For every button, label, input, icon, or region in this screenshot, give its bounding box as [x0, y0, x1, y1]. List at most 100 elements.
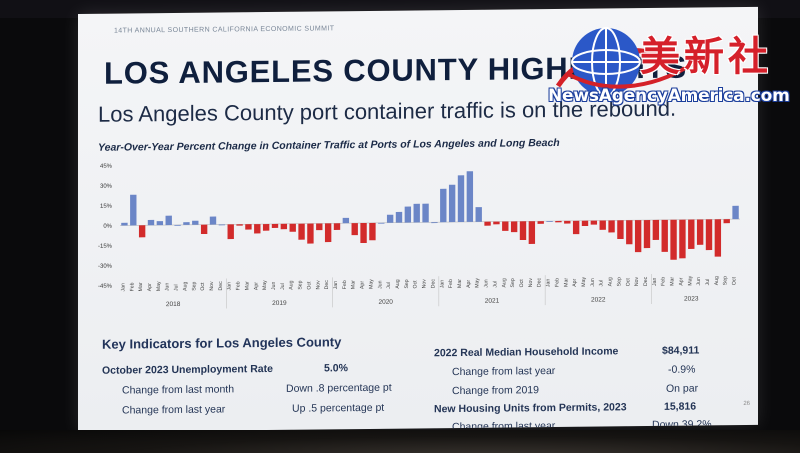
chart-bar [466, 171, 474, 222]
chart-bar [519, 221, 527, 241]
x-tick-label: Sep [298, 280, 304, 289]
page-number: 26 [743, 400, 750, 408]
chart-bar [732, 205, 739, 220]
chart-bar [200, 224, 208, 235]
chart-bar [696, 219, 704, 245]
x-tick-label: Nov [315, 280, 321, 290]
year-label: 2018 [166, 301, 181, 308]
x-tick-label: Jan [227, 282, 233, 291]
chart-bar [280, 223, 288, 230]
y-tick-label: -15% [98, 244, 113, 250]
x-tick-label: May [156, 281, 162, 291]
chart-bar [590, 220, 598, 225]
chart-bar [262, 223, 270, 231]
x-tick-label: Sep [191, 281, 197, 290]
chart-bar [192, 220, 199, 225]
chart-bar [342, 217, 350, 224]
x-tick-label: Apr [360, 281, 366, 289]
x-tick-label: Feb [661, 277, 667, 286]
chart-bar [448, 184, 456, 223]
x-tick-label: Aug [289, 280, 295, 289]
x-tick-label: Mar [138, 282, 144, 291]
x-tick-label: Nov [209, 281, 215, 291]
x-tick-label: Feb [236, 281, 242, 290]
y-tick-label: 0% [103, 224, 112, 230]
x-tick-label: Apr [466, 280, 472, 288]
x-tick-label: Jun [377, 280, 383, 289]
unemployment-year-label: Change from last year [122, 403, 226, 417]
x-tick-label: Jan [439, 280, 445, 289]
chart-bar [457, 175, 465, 223]
chart-bar [431, 222, 438, 224]
chart-bar [307, 223, 314, 244]
chart-bar [298, 223, 305, 240]
x-tick-label: Oct [625, 278, 631, 287]
x-tick-label: May [581, 276, 587, 286]
indicators-title: Key Indicators for Los Angeles County [102, 334, 342, 352]
chart-bar [183, 222, 190, 225]
chart-bar [422, 203, 429, 223]
chart-bar [209, 216, 217, 225]
chart-bar [121, 222, 128, 226]
x-tick-label: Mar [670, 277, 676, 286]
year-label: 2019 [272, 300, 287, 307]
x-tick-label: Oct [200, 282, 206, 291]
x-tick-label: Feb [342, 280, 348, 289]
chart-bar [369, 222, 376, 241]
x-tick-label: Jan [333, 281, 339, 290]
chart-bar [510, 221, 518, 233]
x-tick-label: Sep [723, 276, 729, 285]
chart-bar [289, 223, 296, 232]
x-tick-label: Jul [705, 279, 711, 286]
x-tick-label: Dec [537, 278, 543, 288]
chart-bar [218, 224, 226, 226]
x-tick-label: Aug [395, 279, 401, 288]
chart-bar [723, 219, 730, 224]
y-tick-label: -45% [98, 284, 113, 290]
chart-bar [502, 221, 509, 231]
x-tick-label: Jun [696, 277, 702, 286]
x-tick-label: Dec [218, 281, 224, 291]
watermark-cjk-text: 美新社 [640, 33, 772, 80]
x-tick-label: Aug [182, 281, 188, 290]
chart-bar [351, 223, 358, 236]
x-tick-label: Jul [492, 281, 498, 288]
chart-bar [440, 188, 447, 223]
x-tick-label: Jul [599, 280, 605, 287]
chart-bar [555, 220, 562, 223]
chart-bar [333, 223, 341, 230]
chart-bar [236, 224, 243, 226]
x-tick-label: Jan [652, 277, 658, 286]
chart-bar [581, 220, 589, 227]
chart-bar [493, 221, 500, 225]
unemployment-month-label: Change from last month [122, 383, 235, 397]
chart-bar [634, 220, 642, 253]
chart-bar [227, 224, 234, 240]
chart-bar [652, 219, 660, 240]
x-tick-label: Jun [484, 279, 490, 288]
income-value: $84,911 [662, 344, 700, 357]
x-tick-label: Mar [244, 281, 250, 290]
x-tick-label: Jun [271, 281, 277, 290]
presentation-slide: 14TH ANNUAL SOUTHERN CALIFORNIA ECONOMIC… [78, 6, 758, 433]
year-label: 2021 [485, 298, 500, 305]
x-tick-label: Nov [634, 276, 640, 286]
x-tick-label: Oct [306, 281, 312, 290]
y-tick-label: -30% [98, 264, 113, 270]
chart-bar [484, 221, 491, 226]
chart-bar [174, 224, 181, 226]
x-tick-label: Oct [519, 279, 525, 288]
income-year-label: Change from last year [452, 365, 556, 379]
x-tick-label: May [262, 280, 268, 290]
unemployment-year-value: Up .5 percentage pt [292, 401, 385, 415]
x-tick-label: Oct [732, 276, 738, 285]
chart-bar [661, 219, 668, 252]
income-2019-label: Change from 2019 [452, 384, 539, 398]
x-tick-label: Feb [554, 278, 560, 287]
chart-bar [254, 224, 261, 234]
x-tick-label: Jul [280, 283, 286, 290]
chart-bar [360, 222, 367, 244]
housing-label: New Housing Units from Permits, 2023 [434, 401, 627, 416]
x-tick-label: May [475, 278, 481, 288]
chart-bar [599, 220, 606, 230]
